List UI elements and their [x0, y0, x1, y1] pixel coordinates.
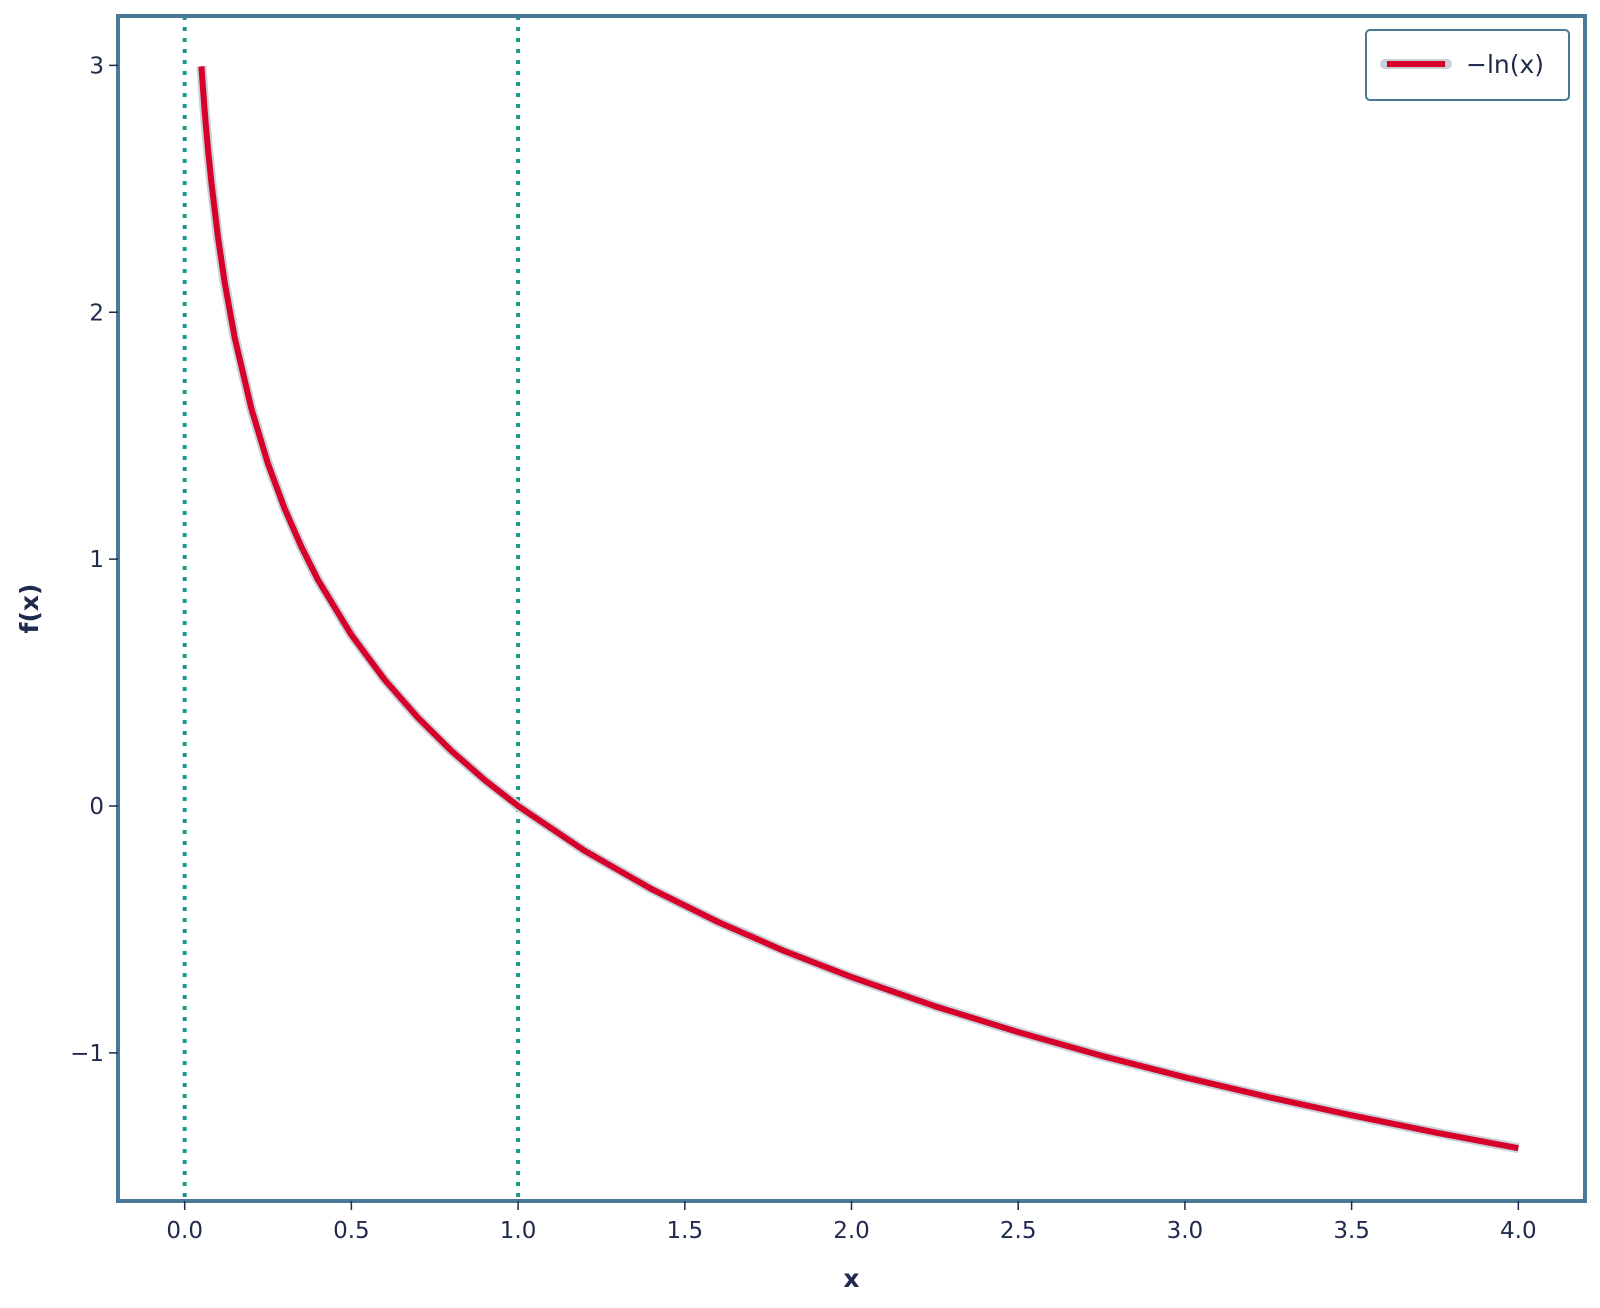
y-tick-label: 2 — [89, 300, 104, 326]
x-tick-label: 2.5 — [1000, 1218, 1037, 1244]
y-axis-label: f(x) — [15, 584, 44, 634]
x-tick-label: 2.0 — [833, 1218, 870, 1244]
series-halo-0 — [196, 66, 1520, 1154]
y-tick-label: −1 — [70, 1041, 104, 1067]
x-axis-label: x — [843, 1264, 859, 1293]
x-tick-label: 3.0 — [1167, 1218, 1204, 1244]
x-tick-label: 1.5 — [667, 1218, 704, 1244]
x-axis-ticks: 0.0 0.5 1.0 1.5 2.0 2.5 3.0 3.5 4.0 — [166, 1201, 1537, 1244]
x-tick-label: 4.0 — [1500, 1218, 1537, 1244]
series-line-0 — [198, 66, 1519, 1152]
x-tick-label: 0.5 — [333, 1218, 370, 1244]
legend: −ln(x) — [1365, 29, 1570, 101]
y-tick-label: 3 — [89, 53, 104, 79]
y-axis-ticks: −1 0 1 2 3 — [70, 53, 118, 1067]
legend-entry: −ln(x) — [1466, 50, 1544, 79]
legend-box — [1365, 29, 1570, 101]
x-tick-label: 3.5 — [1333, 1218, 1370, 1244]
reference-lines — [182, 16, 521, 1201]
y-tick-label: 0 — [89, 794, 104, 820]
plot-series — [196, 66, 1520, 1154]
x-tick-label: 1.0 — [500, 1218, 537, 1244]
x-tick-label: 0.0 — [166, 1218, 203, 1244]
y-tick-label: 1 — [89, 547, 104, 573]
